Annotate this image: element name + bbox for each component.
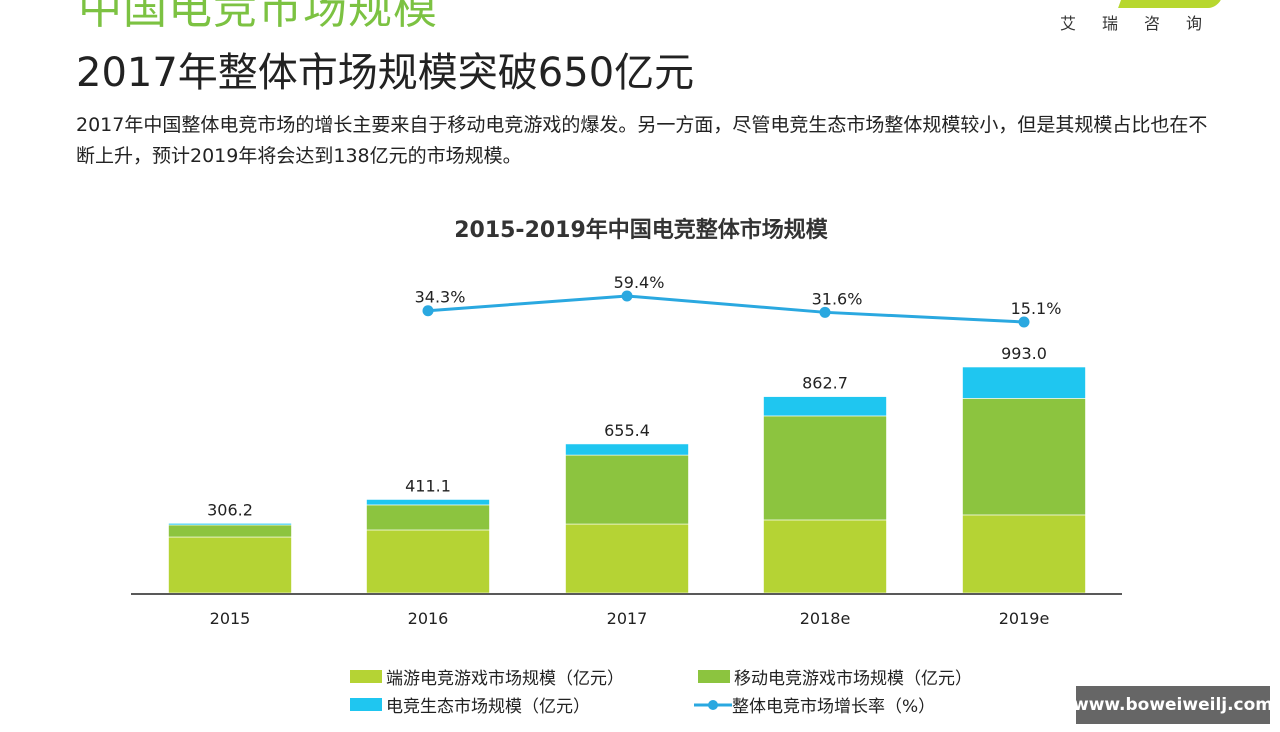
growth-label: 59.4% (614, 273, 665, 292)
legend-label: 电竞生态市场规模（亿元） (386, 697, 590, 717)
legend-item-mobile: 移动电竞游戏市场规模（亿元） (698, 664, 972, 689)
bar-segment (168, 524, 292, 538)
legend-swatch (698, 670, 730, 683)
growth-point (819, 306, 831, 318)
bar-total-label: 411.1 (405, 476, 451, 495)
bar-segment (565, 523, 689, 594)
bar-total-label: 862.7 (802, 374, 848, 393)
bar-segment (962, 366, 1086, 399)
growth-line (427, 294, 1025, 324)
headline: 2017年整体市场规模突破650亿元 (76, 50, 695, 96)
x-tick-label: 2018e (800, 609, 851, 628)
growth-label: 15.1% (1011, 299, 1062, 318)
growth-point (422, 305, 434, 317)
legend-line-marker-icon (694, 699, 732, 710)
legend-item-growth: 整体电竞市场增长率（%） (694, 692, 935, 717)
growth-label: 31.6% (812, 289, 863, 308)
bar-segment (763, 396, 887, 417)
legend-label: 移动电竞游戏市场规模（亿元） (734, 669, 972, 689)
bar-segment (366, 504, 490, 531)
bar-total-label: 655.4 (604, 421, 650, 440)
bar-segment (962, 398, 1086, 516)
bar-segment (168, 536, 292, 594)
legend-swatch (350, 698, 382, 711)
section-title: 中国电竞市场规模 (78, 0, 438, 34)
growth-point (621, 290, 633, 302)
bar-segment (565, 443, 689, 456)
body-text: 2017年中国整体电竞市场的增长主要来自于移动电竞游戏的爆发。另一方面，尽管电竞… (76, 114, 1208, 167)
chart-title: 2015-2019年中国电竞整体市场规模 (454, 217, 829, 243)
bar-total-label: 993.0 (1001, 344, 1047, 363)
bar-segment (763, 415, 887, 521)
bar-total-label: 306.2 (207, 500, 253, 519)
legend-label: 端游电竞游戏市场规模（亿元） (386, 669, 624, 689)
logo-text: 艾瑞咨询 (1060, 14, 1229, 33)
bar-segment (366, 499, 490, 506)
growth-label: 34.3% (415, 288, 466, 307)
legend-label: 整体电竞市场增长率（%） (732, 697, 936, 717)
bar-segment (366, 529, 490, 594)
legend-swatch (350, 670, 382, 683)
x-tick-label: 2016 (408, 609, 449, 628)
legend-item-pc: 端游电竞游戏市场规模（亿元） (350, 664, 624, 689)
bar-segment (168, 523, 292, 526)
legend-item-ecosystem: 电竞生态市场规模（亿元） (350, 692, 590, 717)
x-tick-label: 2019e (999, 609, 1050, 628)
bar-segment (763, 519, 887, 594)
bar-segment (962, 514, 1086, 594)
bar-segment (565, 454, 689, 525)
growth-point (1018, 316, 1030, 328)
x-tick-label: 2017 (607, 609, 648, 628)
watermark: www.boweiweilj.com (1073, 686, 1273, 724)
x-tick-label: 2015 (210, 609, 251, 628)
